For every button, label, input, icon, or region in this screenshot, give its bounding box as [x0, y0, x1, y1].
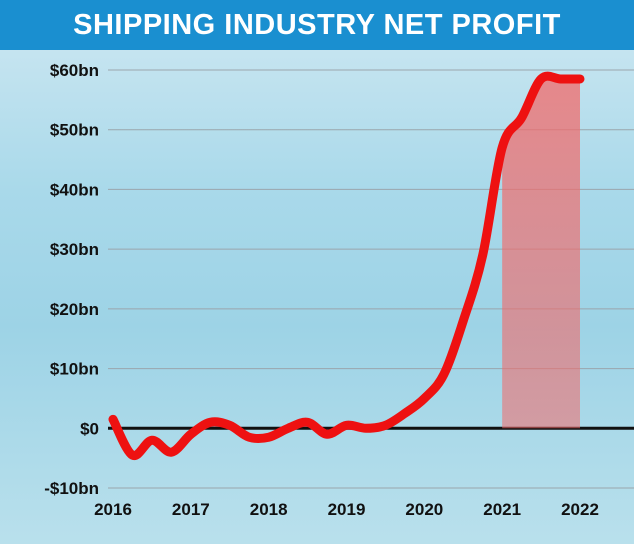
x-tick-label: 2021 [483, 500, 521, 519]
y-tick-label: $0 [80, 419, 99, 438]
shaded-profit-area [502, 78, 580, 429]
y-tick-label: -$10bn [44, 479, 99, 498]
profit-line-series [108, 71, 585, 460]
x-tick-label: 2017 [172, 500, 210, 519]
profit-area-fill [502, 78, 580, 429]
x-tick-label: 2022 [561, 500, 599, 519]
x-tick-label: 2016 [94, 500, 132, 519]
chart-title: SHIPPING INDUSTRY NET PROFIT [73, 9, 561, 41]
x-tick-label: 2020 [405, 500, 443, 519]
x-tick-label: 2018 [250, 500, 288, 519]
title-bar [0, 0, 634, 50]
y-tick-label: $20bn [50, 300, 99, 319]
y-tick-label: $30bn [50, 240, 99, 259]
x-tick-label: 2019 [328, 500, 366, 519]
y-tick-label: $10bn [50, 360, 99, 379]
y-tick-label: $60bn [50, 61, 99, 80]
y-tick-label: $50bn [50, 121, 99, 140]
y-tick-label: $40bn [50, 180, 99, 199]
y-axis-ticks: $60bn $50bn $40bn $30bn $20bn $10bn $0 -$10bn [44, 61, 99, 498]
x-axis-ticks: 2016 2017 2018 2019 2020 2021 2022 [94, 500, 599, 519]
